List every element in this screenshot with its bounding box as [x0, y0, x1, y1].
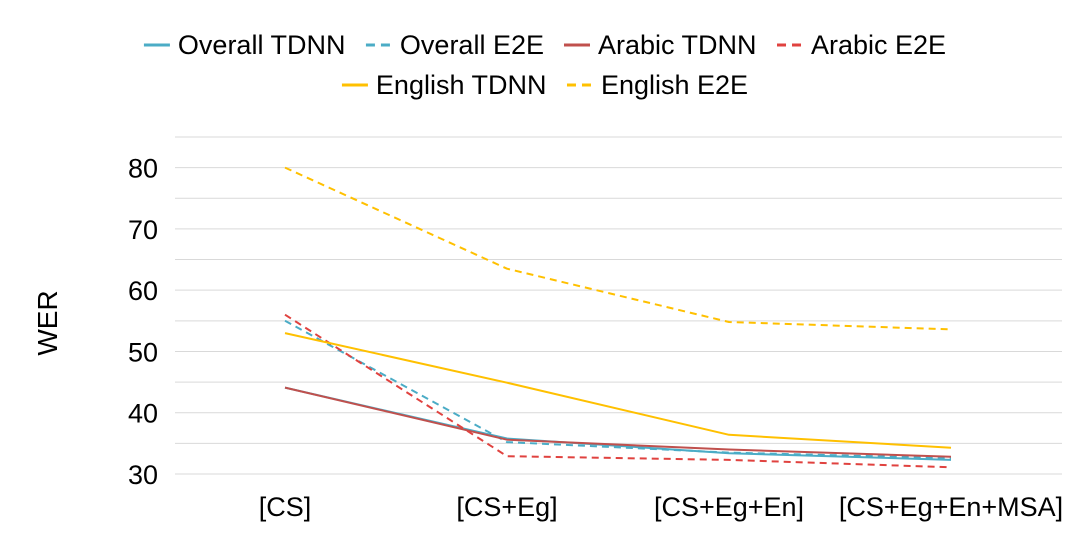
legend-item-english-e2e: English E2E: [566, 70, 748, 100]
series-line-overall-e2e: [284, 319, 952, 460]
legend-label: English TDNN: [376, 70, 547, 100]
series-line-arabic-e2e: [284, 313, 952, 469]
x-category-label: [CS+Eg+En+MSA]: [839, 492, 1063, 522]
x-axis-categories: [CS] [CS+Eg] [CS+Eg+En] [CS+Eg+En+MSA]: [259, 492, 1063, 522]
y-axis-title: WER: [32, 290, 63, 355]
y-tick-label: 40: [128, 399, 158, 429]
gridlines: [175, 136, 1062, 475]
x-category-label: [CS+Eg]: [456, 492, 557, 522]
legend-label: Overall TDNN: [178, 30, 346, 60]
series-line-overall-tdnn: [284, 386, 952, 461]
series-line-english-tdnn: [284, 332, 952, 449]
series-line-english-e2e: [284, 166, 952, 331]
legend-item-overall-e2e: Overall E2E: [365, 30, 544, 60]
y-tick-label: 30: [128, 460, 158, 490]
series-lines: [284, 166, 952, 469]
y-tick-label: 80: [128, 154, 158, 184]
series-line-arabic-tdnn: [284, 386, 952, 458]
y-tick-label: 50: [128, 337, 158, 367]
legend: Overall TDNN Overall E2E Arabic TDNN Arabic…: [143, 30, 946, 100]
legend-label: Arabic TDNN: [598, 30, 757, 60]
y-axis-ticks: 30 40 50 60 70 80: [128, 154, 158, 490]
legend-label: English E2E: [601, 70, 748, 100]
legend-item-arabic-tdnn: Arabic TDNN: [563, 30, 757, 60]
y-tick-label: 70: [128, 215, 158, 245]
legend-label: Arabic E2E: [811, 30, 946, 60]
legend-item-english-tdnn: English TDNN: [341, 70, 547, 100]
legend-label: Overall E2E: [400, 30, 544, 60]
x-category-label: [CS+Eg+En]: [654, 492, 804, 522]
legend-item-arabic-e2e: Arabic E2E: [777, 30, 946, 60]
y-tick-label: 60: [128, 276, 158, 306]
x-category-label: [CS]: [259, 492, 312, 522]
legend-item-overall-tdnn: Overall TDNN: [143, 30, 346, 60]
